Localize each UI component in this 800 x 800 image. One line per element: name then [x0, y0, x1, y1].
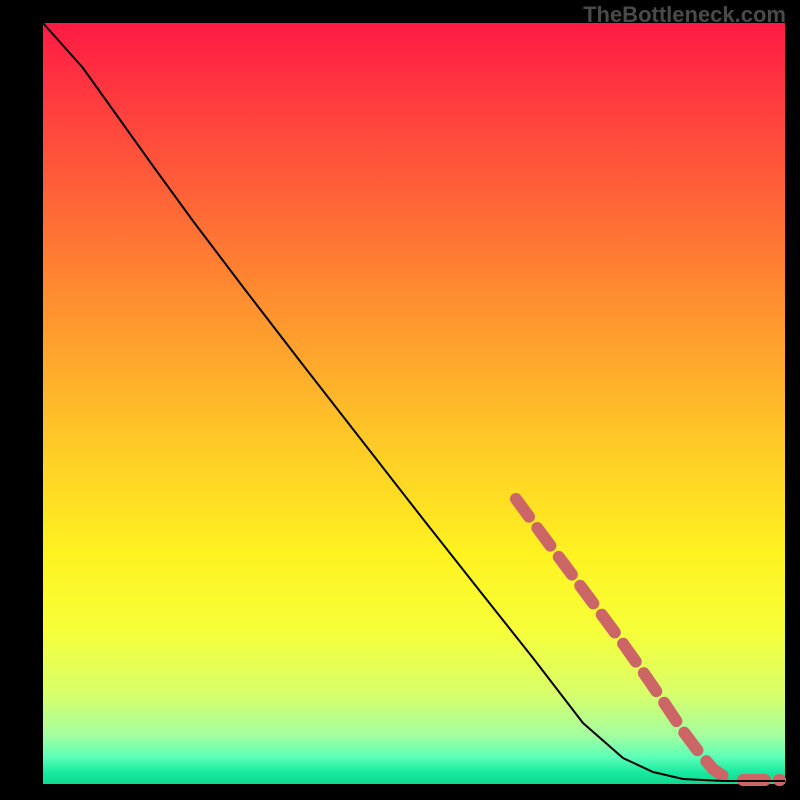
- dashed-overlay-line: [516, 499, 723, 776]
- watermark-text: TheBottleneck.com: [583, 2, 786, 28]
- main-curve-line: [43, 23, 785, 781]
- chart-svg: [43, 23, 785, 784]
- chart-frame: TheBottleneck.com: [0, 0, 800, 800]
- plot-area: [43, 23, 785, 784]
